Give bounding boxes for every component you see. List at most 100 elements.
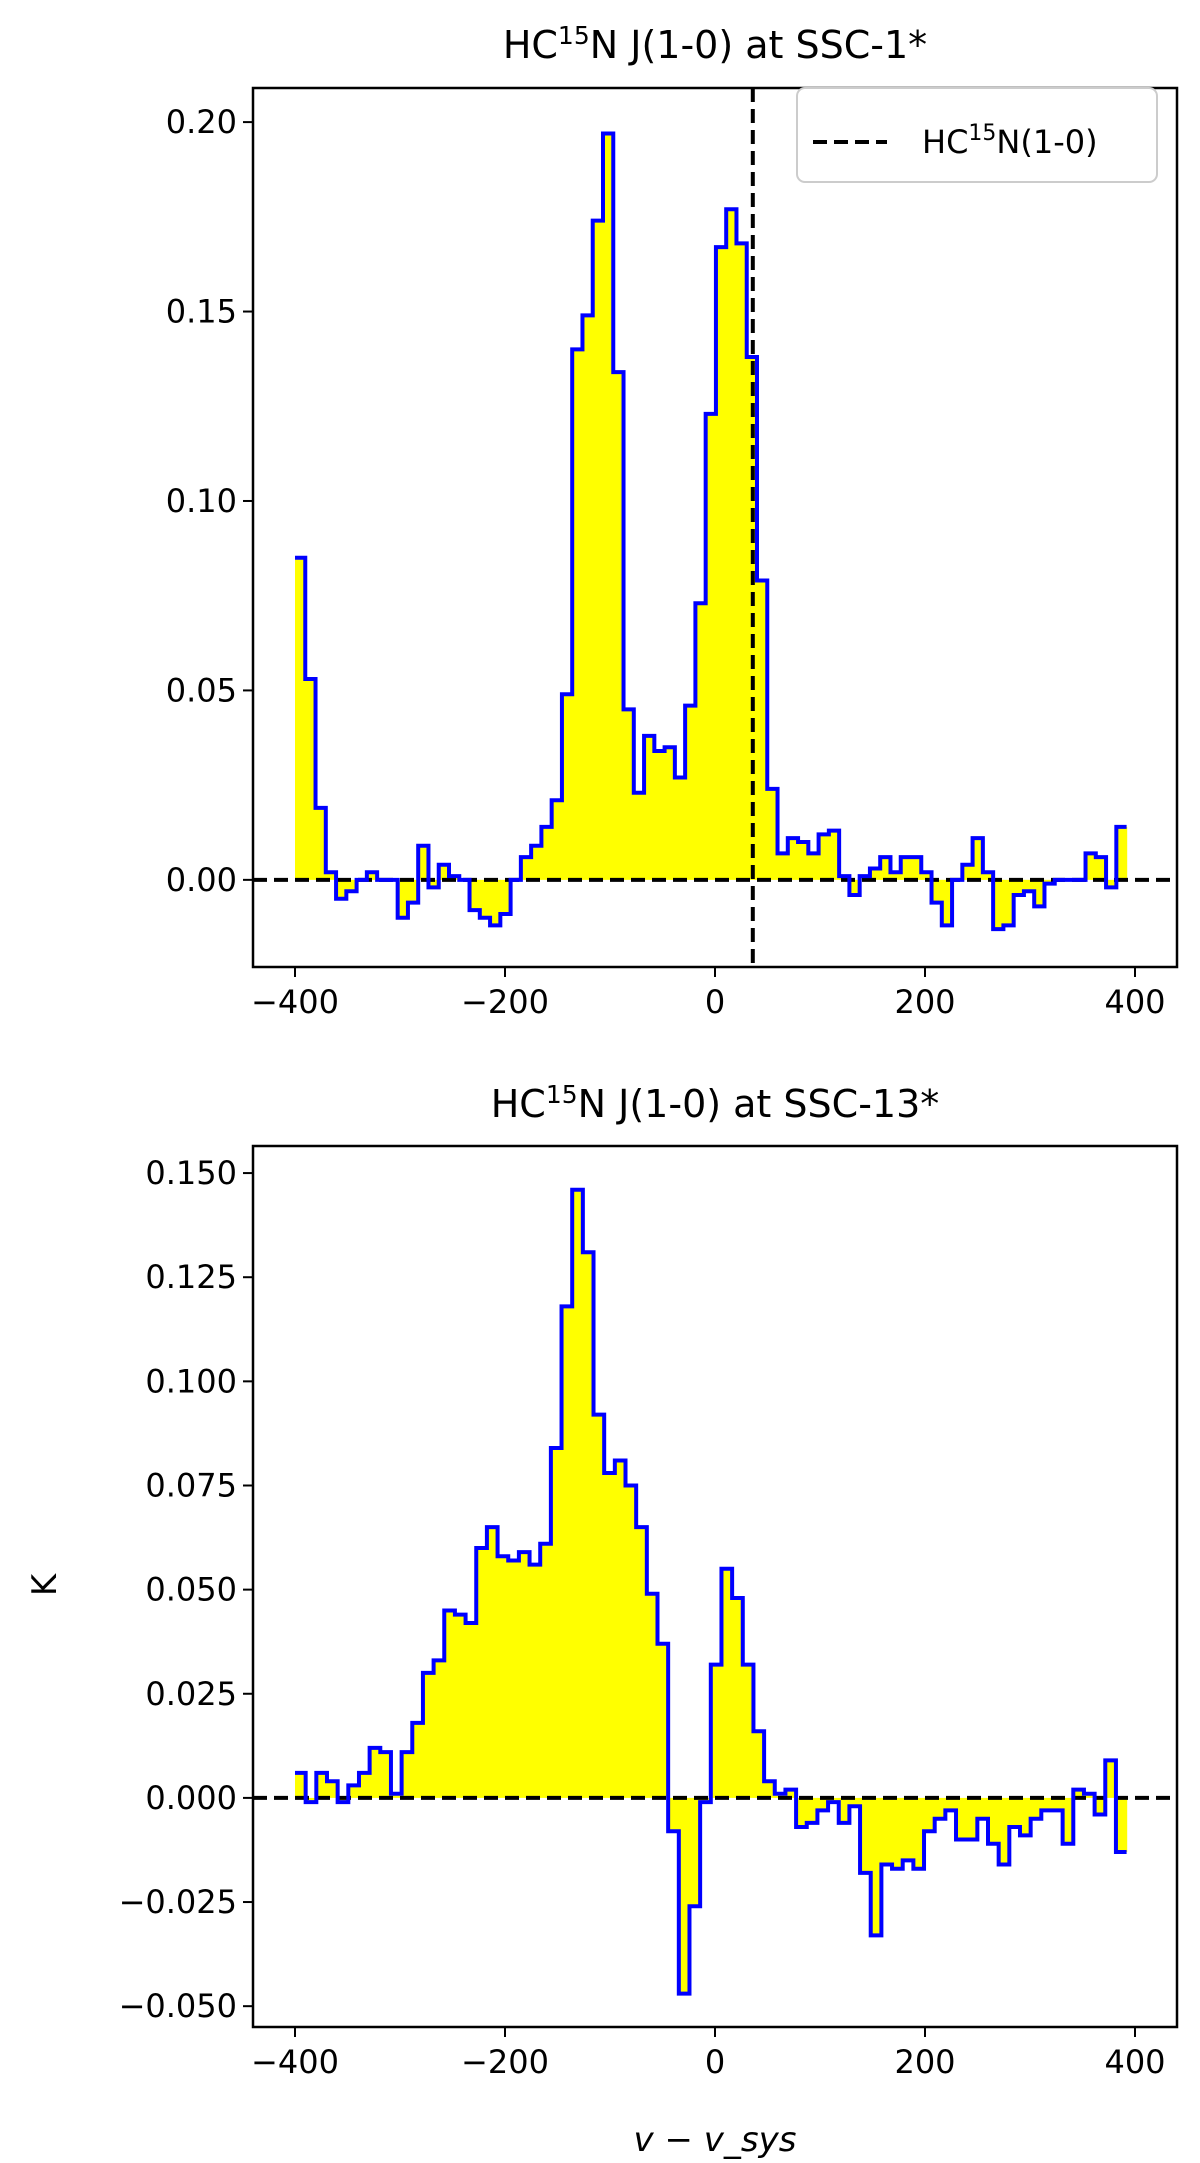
fill-area [295, 133, 1128, 930]
fill-bar [508, 1560, 520, 1798]
axes-frame [251, 1144, 1179, 2029]
fill-bar [593, 1414, 605, 1798]
fill-bar [380, 1752, 392, 1798]
fill-bar [700, 1797, 712, 1803]
fill-bar [646, 1593, 659, 1798]
fill-bar [869, 868, 881, 880]
fill-bar [913, 1797, 925, 1869]
fill-bar [721, 1568, 733, 1798]
x-tick-label: −200 [461, 2043, 549, 2081]
fill-bar [654, 751, 666, 880]
fill-bar [479, 879, 491, 918]
y-tick-label: 0.10 [166, 482, 237, 520]
y-tick-label: 0.000 [145, 1779, 237, 1817]
fill-bar [366, 872, 378, 880]
fill-bar [428, 879, 440, 888]
fill-bar [454, 1614, 467, 1798]
fill-bar [890, 872, 902, 880]
fill-bar [774, 1793, 787, 1798]
fill-bar [336, 879, 347, 899]
y-tick-label: 0.20 [166, 103, 237, 141]
fill-bar [1106, 879, 1117, 888]
fill-bar [678, 1797, 691, 1994]
fill-bar [407, 879, 419, 903]
fill-bar [476, 1547, 488, 1798]
fill-bar [295, 1772, 307, 1798]
fill-bar [551, 800, 563, 880]
fill-bar [1019, 1797, 1032, 1836]
x-tick-label: 400 [1104, 983, 1165, 1021]
y-tick-label: 0.05 [166, 671, 237, 709]
fill-bar [633, 792, 645, 880]
fill-bar [860, 1797, 872, 1873]
fill-bar [753, 1731, 765, 1798]
fill-bar [685, 705, 696, 880]
fill-bar [1083, 1793, 1096, 1798]
fill-bar [911, 857, 922, 880]
fill-bar [818, 834, 830, 880]
fill-bar [469, 879, 481, 911]
fill-bar [798, 841, 809, 880]
fill-bar [614, 1460, 627, 1798]
fill-bar [668, 1797, 680, 1832]
x-axis-label: v − v_sys [634, 2120, 797, 2160]
fill-bar [966, 1797, 978, 1840]
y-tick-label: 0.150 [145, 1154, 237, 1192]
fill-bar [828, 830, 840, 880]
fill-bar [561, 1306, 573, 1798]
fill-bar [1095, 857, 1107, 880]
fill-bar [710, 1664, 723, 1798]
fill-bar [500, 879, 512, 914]
fill-bar [422, 1672, 435, 1798]
y-tick-label: 0.125 [145, 1258, 237, 1296]
fill-bar [604, 1472, 616, 1798]
fill-bar [1073, 1789, 1085, 1798]
x-tick-label: −400 [251, 983, 339, 1021]
fill-bar [315, 807, 327, 880]
fill-bar [767, 788, 779, 880]
fill-bar [921, 872, 933, 880]
x-tick-label: −200 [461, 983, 549, 1021]
fill-bar [1115, 1797, 1128, 1853]
fill-bar [433, 1660, 445, 1798]
fill-bar [295, 557, 306, 880]
fill-bar [982, 872, 994, 880]
fill-bar [401, 1752, 413, 1798]
fill-bar [806, 1797, 819, 1823]
fill-bar [1051, 1797, 1064, 1811]
fill-bar [726, 209, 738, 880]
fill-bar [412, 1722, 424, 1798]
fill-bar [900, 857, 912, 880]
fill-bar [305, 1797, 317, 1803]
fill-bar [550, 1447, 563, 1798]
fill-bar [880, 857, 892, 880]
x-axis: −400 −200 0 200 400 [251, 2027, 1166, 2081]
fill-bar [348, 1785, 360, 1798]
legend-box [796, 87, 1158, 183]
fill-bar [1023, 879, 1035, 892]
fill-bar [838, 1797, 850, 1823]
fill-bar [972, 838, 984, 880]
fill-bar [1013, 879, 1025, 896]
x-axis: −400 −200 0 200 400 [251, 967, 1166, 1021]
fill-bar [695, 603, 707, 880]
fill-bar [582, 315, 594, 880]
fill-bar [941, 879, 953, 926]
x-tick-label: 200 [894, 983, 955, 1021]
fill-bar [540, 1543, 552, 1798]
fill-bar [572, 1189, 584, 1798]
fill-bar [625, 1485, 637, 1798]
chart-panel-ssc13: HC15N J(1-0) at SSC-13* K v − v_sys −400… [25, 1080, 1179, 2160]
y-tick-label: 0.050 [145, 1571, 237, 1609]
fill-bar [736, 243, 748, 880]
fill-bar [945, 1797, 957, 1811]
y-tick-label: 0.075 [145, 1466, 237, 1504]
fill-bar [1094, 1797, 1106, 1815]
fill-bar [529, 1564, 541, 1798]
fill-bar [592, 220, 604, 880]
fill-bar [1085, 853, 1097, 880]
fill-bar [902, 1797, 914, 1861]
fill-bar [305, 679, 317, 880]
fill-bar [636, 1527, 648, 1798]
